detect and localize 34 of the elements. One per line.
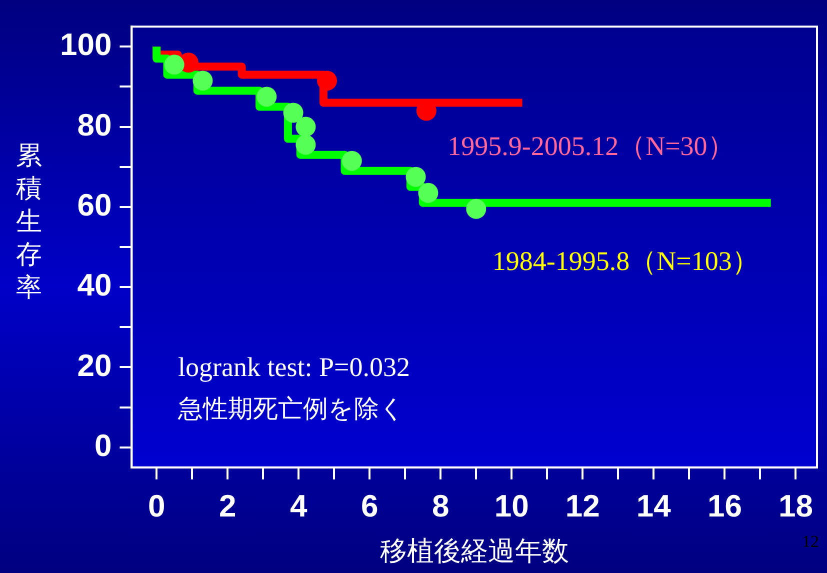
- point: [418, 182, 438, 203]
- x-tick-label: 0: [148, 488, 166, 524]
- point: [192, 70, 213, 91]
- x-tick-label: 10: [494, 488, 529, 524]
- y-tick-label: 100: [60, 27, 112, 62]
- annotation: 急性期死亡例を除く: [178, 393, 405, 425]
- point: [296, 134, 316, 155]
- x-tick-label: 4: [290, 488, 308, 524]
- series-label: 1984-1995.8（N=103）: [492, 246, 759, 276]
- series-label: 1995.9-2005.12（N=30）: [448, 130, 734, 161]
- x-tick-label: 14: [636, 488, 672, 524]
- y-axis-title: 累積生存率: [15, 140, 43, 305]
- point: [342, 150, 362, 171]
- x-tick-label: 12: [565, 488, 600, 524]
- point: [317, 70, 338, 91]
- x-tick-label: 18: [778, 488, 813, 524]
- x-axis-title: 移植後経過年数: [380, 536, 569, 567]
- x-tick-label: 2: [218, 488, 236, 524]
- point: [164, 54, 184, 75]
- x-tick-label: 16: [707, 488, 742, 524]
- point: [296, 116, 316, 137]
- point: [283, 102, 304, 123]
- x-tick-label: 6: [360, 488, 378, 524]
- y-tick-label: 20: [77, 348, 112, 383]
- y-tick-label: 60: [77, 187, 112, 222]
- point: [256, 86, 277, 107]
- text: 12: [802, 532, 819, 552]
- point: [406, 166, 426, 187]
- point: [466, 198, 486, 219]
- annotation: logrank test: P=0.032: [178, 352, 410, 383]
- y-tick-label: 80: [77, 107, 112, 142]
- x-tick-label: 8: [432, 488, 450, 524]
- y-tick-label: 0: [94, 428, 112, 463]
- y-tick-label: 40: [77, 268, 112, 303]
